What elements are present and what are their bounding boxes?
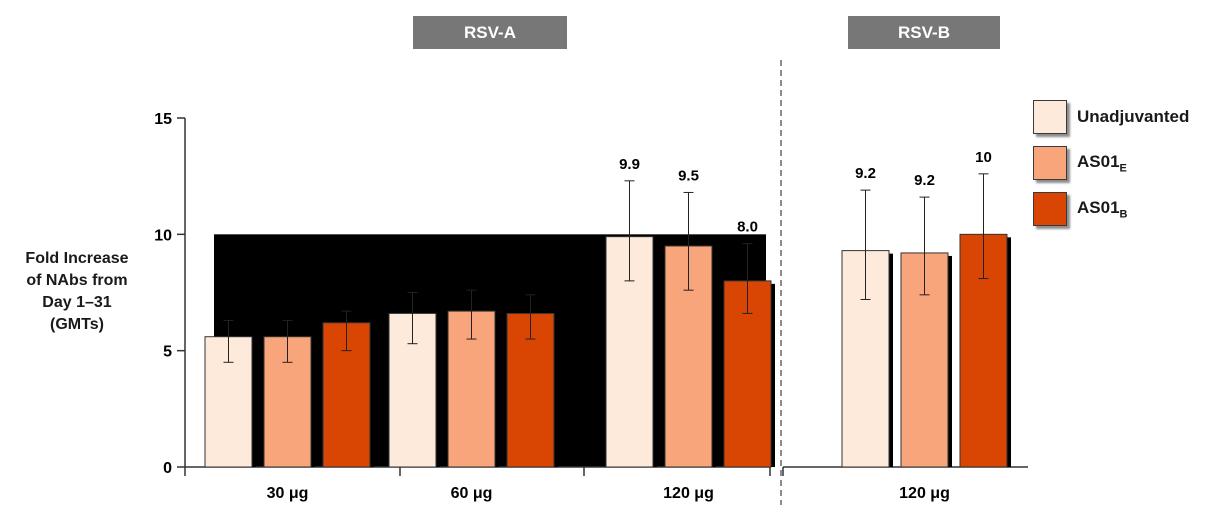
y-tick-label: 5 [163,344,172,361]
data-label: 9.2 [855,165,876,182]
x-tick-label: 60 μg [451,485,493,502]
legend-label-as01e: AS01E [1077,151,1127,175]
y-axis-label-line: of NAbs from [26,272,128,289]
data-label: 9.5 [678,167,699,184]
legend-label-as01b: AS01B [1077,197,1128,221]
legend-label-unadjuvanted: Unadjuvanted [1077,107,1190,126]
y-axis-label-line: Fold Increase [25,250,129,267]
legend-item-as01b: AS01B [1033,192,1189,226]
y-axis-label-line: Day 1–31 [42,294,112,311]
x-tick-label: 120 μg [899,485,950,502]
legend-swatch-as01e [1033,146,1067,180]
data-label: 9.2 [914,172,935,189]
data-label: 9.9 [619,156,640,173]
legend-swatch-unadjuvanted [1033,100,1067,134]
panel-header-rsv-b-label: RSV-B [898,22,950,42]
legend-swatch-as01b [1033,192,1067,226]
y-axis-label: Fold Increase of NAbs from Day 1–31 (GMTs) [2,248,152,336]
x-tick-label: 30 μg [267,485,309,502]
panel-header-rsv-a: RSV-A [413,16,567,49]
legend-item-as01e: AS01E [1033,146,1189,180]
panel-header-rsv-b: RSV-B [848,16,1000,49]
y-axis-label-line: (GMTs) [50,316,104,333]
data-label: 8.0 [737,219,758,236]
legend-item-unadjuvanted: Unadjuvanted [1033,100,1189,134]
legend: Unadjuvanted AS01E AS01B [1033,100,1189,238]
panel-header-rsv-a-label: RSV-A [464,22,516,42]
y-tick-label: 10 [154,227,172,244]
x-tick-label: 120 μg [663,485,714,502]
data-label: 10 [975,149,992,166]
y-tick-label: 15 [154,111,172,128]
y-tick-label: 0 [163,460,172,477]
